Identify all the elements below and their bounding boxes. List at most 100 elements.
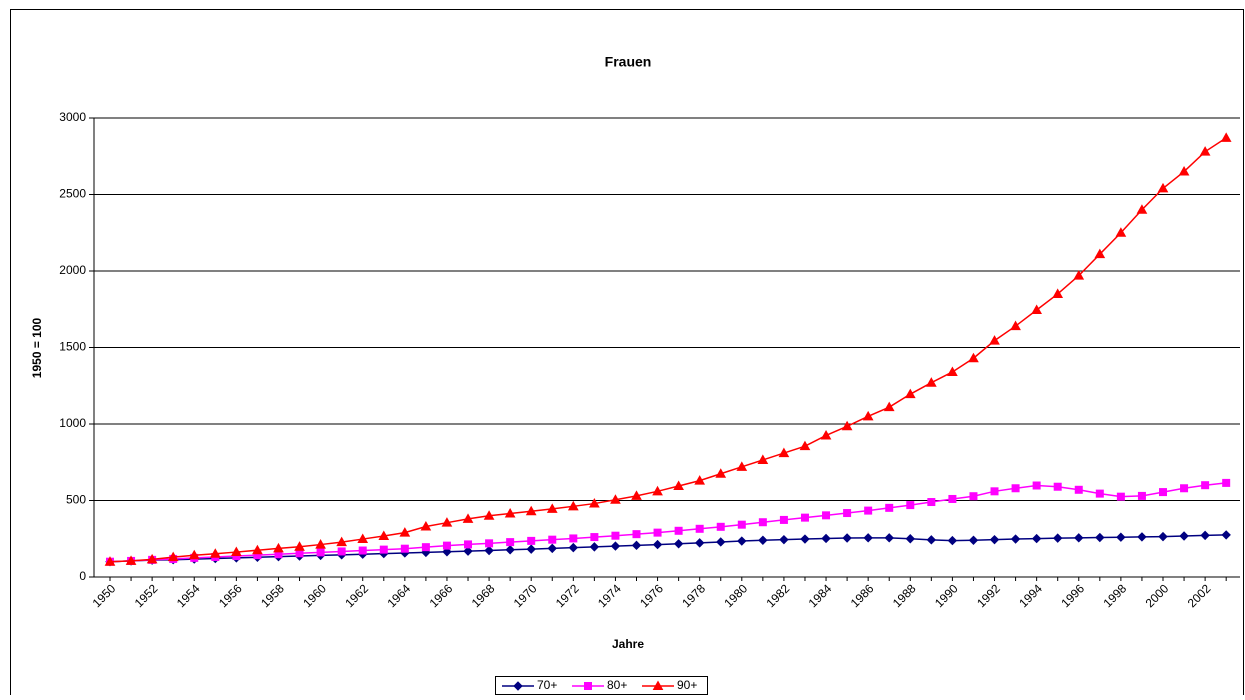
marker (546, 503, 558, 513)
marker (231, 546, 242, 557)
marker (715, 468, 727, 478)
marker (1011, 484, 1020, 493)
marker (631, 490, 642, 500)
marker (483, 510, 495, 520)
marker (567, 500, 579, 511)
marker (1201, 481, 1210, 490)
marker (716, 537, 726, 547)
marker (1159, 488, 1167, 497)
marker (863, 533, 873, 543)
marker (800, 513, 809, 522)
marker (926, 535, 937, 545)
marker (652, 680, 664, 690)
marker (1053, 482, 1062, 491)
marker (842, 533, 852, 543)
marker (357, 533, 369, 544)
marker (295, 549, 304, 558)
marker (862, 410, 874, 421)
marker (757, 454, 769, 464)
marker (673, 539, 684, 549)
marker (652, 539, 663, 550)
marker (1116, 532, 1126, 542)
marker (989, 335, 1000, 345)
marker (947, 366, 958, 376)
marker (737, 536, 747, 546)
marker (1157, 182, 1169, 193)
marker (568, 542, 579, 553)
marker (188, 549, 200, 560)
marker (294, 541, 305, 551)
marker (505, 545, 515, 555)
marker (399, 527, 411, 537)
marker (1010, 534, 1021, 544)
marker (948, 494, 957, 503)
marker (378, 530, 390, 540)
marker (1010, 320, 1021, 331)
marker (716, 522, 725, 531)
marker (125, 555, 137, 565)
marker (1116, 492, 1125, 501)
marker (527, 536, 536, 545)
marker (484, 545, 494, 556)
marker (989, 534, 1000, 545)
marker (462, 513, 474, 523)
marker (904, 388, 916, 399)
y-axis-label: 1950 = 100 (30, 317, 44, 378)
marker (337, 547, 346, 556)
marker (590, 533, 599, 542)
marker (336, 536, 348, 547)
marker (146, 553, 158, 564)
y-tick-label: 1500 (59, 340, 86, 354)
legend-label: 80+ (607, 678, 627, 692)
marker (1199, 146, 1211, 156)
marker (506, 538, 515, 547)
marker (822, 511, 831, 520)
y-tick-label: 3000 (59, 110, 86, 124)
marker (611, 531, 620, 540)
legend-label: 90+ (677, 678, 697, 692)
marker (504, 507, 516, 518)
marker (1179, 531, 1189, 541)
legend-label: 70+ (537, 678, 557, 692)
marker (316, 548, 325, 557)
marker (441, 517, 453, 527)
marker (1178, 166, 1190, 176)
marker (525, 505, 537, 516)
marker (737, 520, 746, 529)
marker (990, 487, 999, 496)
marker (884, 533, 894, 543)
marker (1031, 304, 1042, 315)
marker (905, 534, 915, 544)
marker (1052, 288, 1064, 298)
marker (969, 492, 978, 501)
chart-title: Frauen (605, 54, 652, 70)
marker (779, 534, 789, 545)
marker (631, 540, 642, 551)
marker (673, 480, 684, 490)
marker (315, 539, 326, 549)
marker (104, 556, 116, 566)
series-line (109, 137, 1227, 563)
chart-frame (10, 9, 1244, 700)
marker (379, 545, 388, 554)
marker (1115, 227, 1127, 237)
marker (1095, 489, 1104, 498)
marker (695, 524, 704, 533)
marker (464, 540, 473, 549)
marker (736, 461, 748, 471)
marker (1074, 485, 1083, 494)
marker (927, 498, 936, 507)
marker (167, 551, 179, 562)
y-tick-label: 1000 (59, 416, 86, 430)
marker (758, 535, 768, 545)
marker (1074, 533, 1084, 543)
marker (1094, 248, 1106, 259)
marker (1137, 491, 1146, 500)
marker (547, 543, 557, 554)
marker (463, 546, 473, 556)
marker (694, 538, 705, 548)
marker (442, 541, 451, 550)
marker (906, 501, 915, 510)
marker (420, 520, 432, 531)
